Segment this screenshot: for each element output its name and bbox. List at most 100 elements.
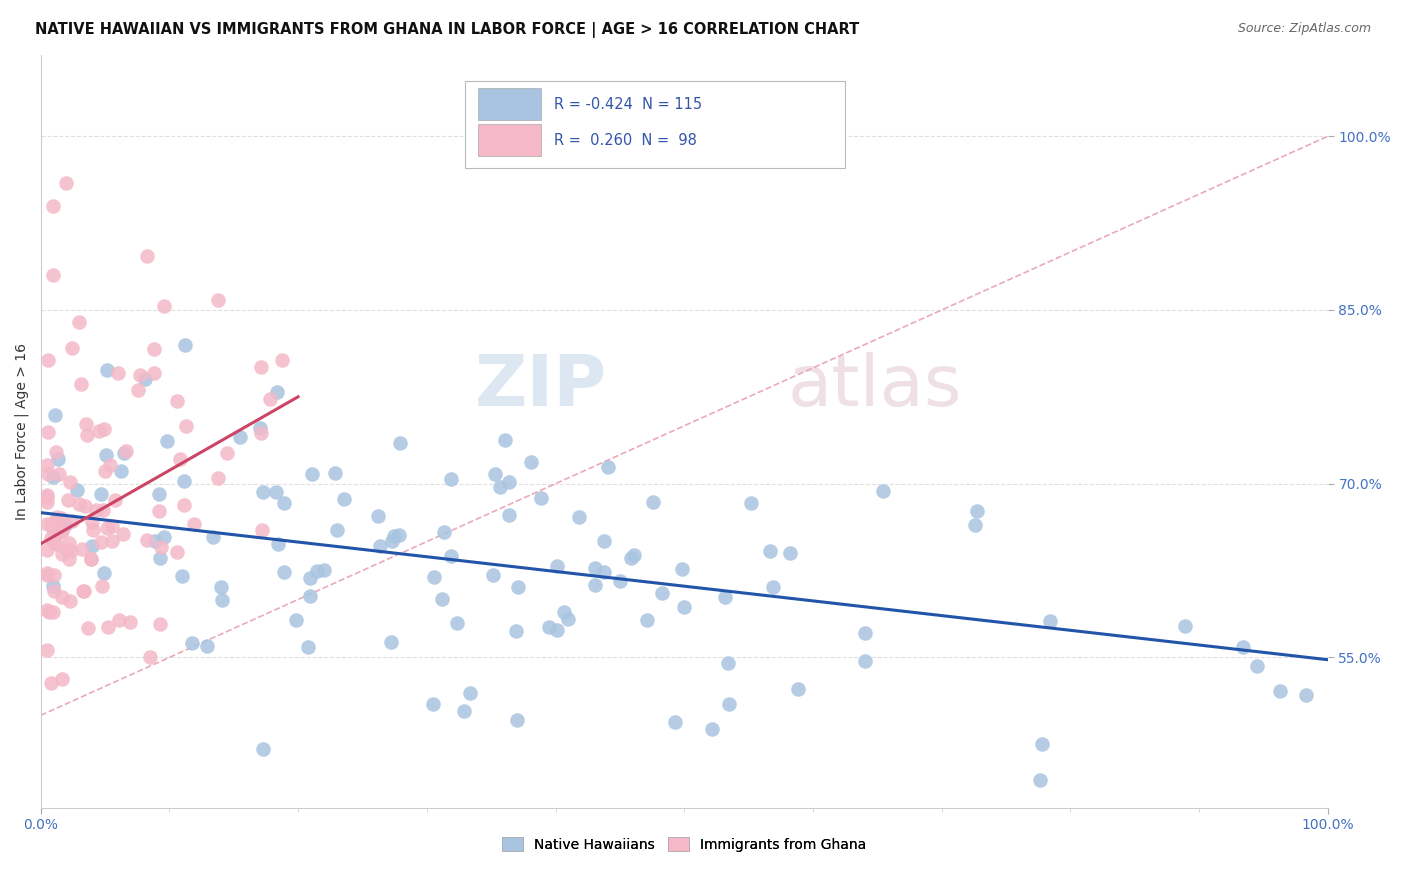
Point [148,503,170,517]
Point [35,568,58,582]
Point [35,490,58,504]
Point [671,562,693,576]
Point [546,558,568,573]
Point [42,605,65,619]
Point [94,448,117,462]
Point [35,603,58,617]
Point [651,585,673,599]
Point [59,544,82,558]
Point [39,676,62,690]
Point [80,539,103,553]
Point [51,511,73,525]
Point [42,516,65,530]
Point [520,455,543,469]
Point [101,533,124,548]
Point [51,525,73,540]
FancyBboxPatch shape [478,124,541,156]
Point [46,510,69,524]
Text: atlas: atlas [787,351,962,421]
Point [779,546,801,560]
Point [333,491,356,506]
Point [72,583,94,598]
Point [664,714,686,729]
Point [90,534,112,549]
Point [42,469,65,483]
Point [42,268,65,283]
Point [97,620,120,634]
Point [59,475,82,489]
Point [252,484,274,499]
Point [37,353,59,368]
Point [69,376,91,391]
Point [45,537,67,551]
Point [433,525,456,540]
Point [51,672,73,686]
Point [80,552,103,566]
Point [498,508,520,522]
Point [129,368,152,383]
Text: R =  0.260  N =  98: R = 0.260 N = 98 [554,133,697,148]
Point [60,341,83,355]
Point [149,551,172,566]
Point [537,620,560,634]
Point [58,552,80,566]
Point [853,654,876,668]
Text: R = -0.424  N = 115: R = -0.424 N = 115 [554,96,703,112]
Point [173,474,195,488]
Point [1031,737,1053,751]
Point [73,499,96,513]
Point [45,445,67,459]
Text: NATIVE HAWAIIAN VS IMMIGRANTS FROM GHANA IN LABOR FORCE | AGE > 16 CORRELATION C: NATIVE HAWAIIAN VS IMMIGRANTS FROM GHANA… [35,22,859,38]
Point [60,514,83,528]
Point [39,518,62,533]
Point [506,713,529,727]
Point [965,518,987,533]
Point [66,483,89,497]
Point [35,643,58,657]
Point [44,583,66,598]
Point [700,722,723,736]
Point [207,471,229,485]
Point [389,436,412,450]
Point [211,593,233,607]
Point [267,537,290,551]
Point [44,409,66,423]
Point [489,480,512,494]
Point [259,392,281,406]
Point [1029,773,1052,788]
Point [229,430,252,444]
Point [56,493,79,508]
Point [134,372,156,386]
Point [82,516,104,530]
Point [101,519,124,533]
Point [326,523,349,537]
Point [1246,659,1268,673]
Point [1232,640,1254,654]
Point [484,467,506,481]
Point [72,584,94,599]
Point [530,491,553,505]
Point [35,488,58,502]
Point [148,487,170,501]
Point [173,337,195,351]
Point [250,523,273,537]
Point [370,539,392,553]
Point [104,493,127,508]
Point [183,517,205,532]
Point [207,293,229,307]
Point [717,656,740,670]
Point [505,624,527,638]
Point [35,543,58,558]
Point [446,615,468,630]
Point [250,360,273,375]
Point [48,467,70,481]
Point [77,621,100,635]
Point [546,624,568,638]
Point [46,452,69,467]
Point [382,529,405,543]
Point [740,496,762,510]
Point [298,571,321,585]
Point [75,417,97,431]
Point [110,464,132,478]
Point [271,353,294,368]
